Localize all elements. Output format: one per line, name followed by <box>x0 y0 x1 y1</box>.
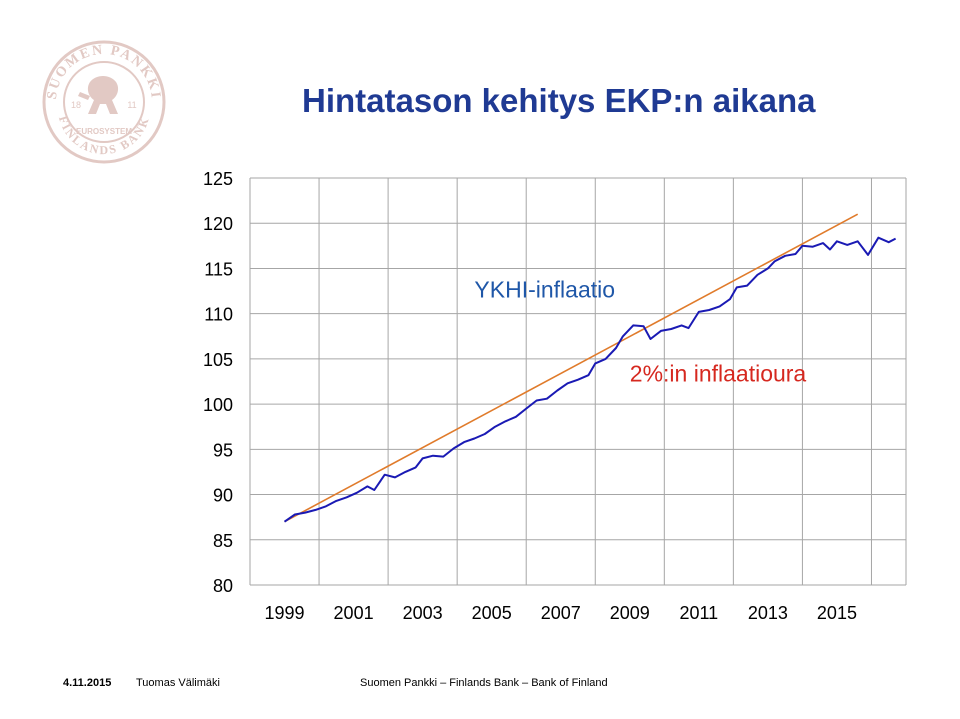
y-tick-label: 125 <box>203 169 233 189</box>
y-tick-label: 110 <box>204 305 233 325</box>
y-tick-label: 80 <box>213 576 233 596</box>
chart-series <box>283 213 897 523</box>
x-axis-ticks: 1999 2001 2003 2005 2007 2009 2011 2013 2015 <box>265 603 857 623</box>
footer-author: Tuomas Välimäki <box>136 677 220 689</box>
x-tick-label: 2003 <box>403 603 443 623</box>
y-tick-label: 105 <box>203 350 233 370</box>
annotation-trend: 2%:in inflaatioura <box>630 361 807 387</box>
footer-date: 4.11.2015 <box>63 677 112 689</box>
y-tick-label: 85 <box>213 531 233 551</box>
y-tick-label: 115 <box>204 259 233 279</box>
series-line-trend <box>284 213 859 523</box>
chart-annotations: YKHI-inflaatio 2%:in inflaatioura <box>474 276 806 386</box>
x-tick-label: 2001 <box>334 603 374 623</box>
y-tick-label: 120 <box>203 214 233 234</box>
y-tick-label: 95 <box>213 440 233 460</box>
suomen-pankki-logo: SUOMEN PANKKI FINLANDS BANK 18 11 EUROSY… <box>40 38 168 166</box>
logo-year-left: 18 <box>71 100 81 110</box>
x-tick-label: 2015 <box>817 603 857 623</box>
x-tick-label: 2011 <box>679 603 718 623</box>
y-tick-label: 100 <box>203 395 233 415</box>
x-tick-label: 2005 <box>472 603 512 623</box>
y-axis-ticks: 80 85 90 95 100 105 110 115 120 125 <box>203 169 233 596</box>
x-tick-label: 2013 <box>748 603 788 623</box>
lion-icon <box>78 76 119 114</box>
logo-year-right: 11 <box>127 100 136 110</box>
annotation-ykhi: YKHI-inflaatio <box>474 276 615 302</box>
logo-inner-text: EUROSYSTEM <box>76 127 132 136</box>
y-tick-label: 90 <box>213 486 233 506</box>
x-tick-label: 2007 <box>541 603 581 623</box>
x-tick-label: 2009 <box>610 603 650 623</box>
page-title: Hintatason kehitys EKP:n aikana <box>302 82 816 119</box>
footer: 4.11.2015 Tuomas Välimäki Suomen Pankki … <box>0 677 960 695</box>
series-line-ykhi <box>283 236 897 523</box>
price-level-chart: 80 85 90 95 100 105 110 115 120 125 1999 2001 2003 2… <box>203 169 907 623</box>
footer-organization: Suomen Pankki – Finlands Bank – Bank of … <box>360 677 608 689</box>
x-tick-label: 1999 <box>265 603 305 623</box>
chart-grid <box>249 177 907 586</box>
